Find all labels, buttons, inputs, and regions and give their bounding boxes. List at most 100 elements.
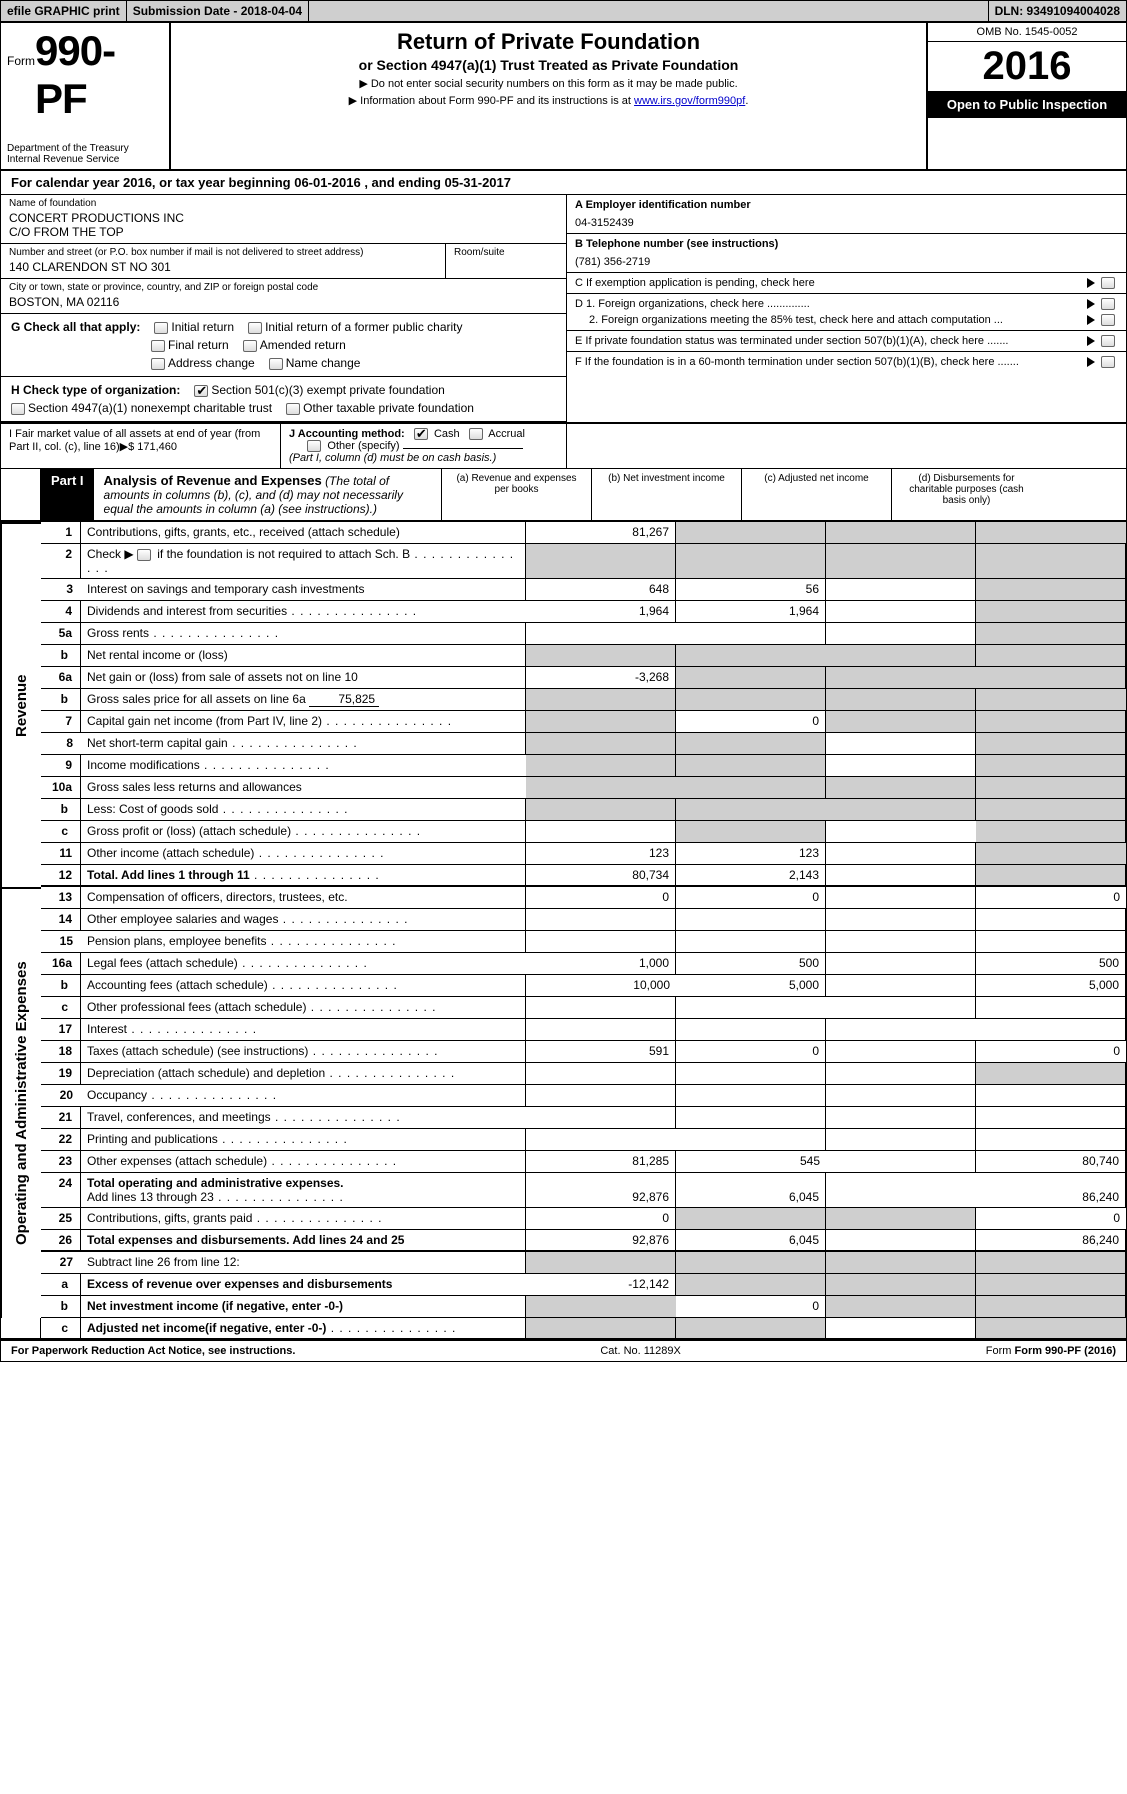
G-o6: Name change xyxy=(286,356,361,370)
line-desc: Dividends and interest from securities xyxy=(81,601,526,623)
amt-c xyxy=(826,623,976,645)
note2-post: . xyxy=(745,95,748,107)
amt-b: 2,143 xyxy=(676,865,826,887)
line-desc: Net short-term capital gain xyxy=(81,733,526,755)
G-name-change-checkbox[interactable] xyxy=(269,358,283,370)
H-501c3-checkbox[interactable] xyxy=(194,385,208,397)
col-a-head: (a) Revenue and expenses per books xyxy=(441,469,591,520)
D1-checkbox[interactable] xyxy=(1101,298,1115,310)
line-desc: Taxes (attach schedule) (see instruction… xyxy=(81,1041,526,1063)
IJ-row: I Fair market value of all assets at end… xyxy=(1,423,1126,469)
J-other-line xyxy=(403,448,523,449)
line-desc: Accounting fees (attach schedule) xyxy=(81,975,526,997)
F-checkbox[interactable] xyxy=(1101,356,1115,368)
amt-a: 81,267 xyxy=(526,522,676,544)
line-num: b xyxy=(41,975,81,997)
H-o3: Other taxable private foundation xyxy=(303,401,474,415)
C-checkbox[interactable] xyxy=(1101,277,1115,289)
amt-a: 10,000 xyxy=(526,975,676,997)
efile-print-button[interactable]: efile GRAPHIC print xyxy=(1,1,127,21)
J-cash-checkbox[interactable] xyxy=(414,428,428,440)
D2-label: 2. Foreign organizations meeting the 85%… xyxy=(575,314,1081,326)
amt-a: -12,142 xyxy=(526,1274,676,1296)
topbar-blank xyxy=(309,1,988,21)
amt-c xyxy=(826,865,976,887)
G-label: G Check all that apply: xyxy=(11,320,140,334)
address-label: Number and street (or P.O. box number if… xyxy=(9,247,437,258)
line-desc: Travel, conferences, and meetings xyxy=(81,1107,526,1129)
open-to-public: Open to Public Inspection xyxy=(928,91,1126,118)
line-num: b xyxy=(41,689,81,711)
line-desc: Total expenses and disbursements. Add li… xyxy=(81,1230,526,1252)
amt-a: 80,734 xyxy=(526,865,676,887)
tax-year: 2016 xyxy=(928,42,1126,91)
line-desc: Less: Cost of goods sold xyxy=(81,799,526,821)
I-label: I Fair market value of all assets at end… xyxy=(1,424,281,468)
G-amended-checkbox[interactable] xyxy=(243,340,257,352)
J-accrual-checkbox[interactable] xyxy=(469,428,483,440)
line-num: c xyxy=(41,997,81,1019)
line-desc: Net gain or (loss) from sale of assets n… xyxy=(81,667,526,689)
line-num: 20 xyxy=(41,1085,81,1107)
G-o4: Amended return xyxy=(260,338,346,352)
E-label: E If private foundation status was termi… xyxy=(575,335,1081,347)
section-G: G Check all that apply: Initial return I… xyxy=(1,314,566,377)
line-desc: Other expenses (attach schedule) xyxy=(81,1151,526,1173)
line-desc: Contributions, gifts, grants paid xyxy=(81,1208,526,1230)
line-num: 15 xyxy=(41,931,81,953)
G-initial-former-checkbox[interactable] xyxy=(248,322,262,334)
line-desc: Depreciation (attach schedule) and deple… xyxy=(81,1063,526,1085)
J-cash-label: Cash xyxy=(434,428,460,440)
line-desc: Compensation of officers, directors, tru… xyxy=(81,887,526,909)
cell-shade xyxy=(976,522,1126,544)
cell-shade xyxy=(976,579,1126,601)
G-final-return-checkbox[interactable] xyxy=(151,340,165,352)
form-subtitle: or Section 4947(a)(1) Trust Treated as P… xyxy=(181,57,916,73)
D2-checkbox[interactable] xyxy=(1101,314,1115,326)
arrow-icon xyxy=(1087,278,1095,288)
H-other-taxable-checkbox[interactable] xyxy=(286,403,300,415)
line-num: 8 xyxy=(41,733,81,755)
part-I-label: Part I xyxy=(41,469,94,520)
amt-b: 0 xyxy=(676,711,826,733)
H-4947-checkbox[interactable] xyxy=(11,403,25,415)
part-I-grid: Revenue 1Contributions, gifts, grants, e… xyxy=(1,521,1126,887)
E-checkbox[interactable] xyxy=(1101,335,1115,347)
arrow-icon xyxy=(1087,315,1095,325)
line-desc: Occupancy xyxy=(81,1085,526,1107)
G-o1: Initial return xyxy=(171,320,234,334)
gross-sales-6a: 75,825 xyxy=(309,692,379,707)
phone-value: (781) 356-2719 xyxy=(575,256,650,268)
line-desc: Legal fees (attach schedule) xyxy=(81,953,526,975)
foundation-name: CONCERT PRODUCTIONS INC C/O FROM THE TOP xyxy=(9,209,558,240)
dept-label: Department of the Treasury Internal Reve… xyxy=(7,143,163,165)
amt-d: 86,240 xyxy=(976,1230,1126,1252)
line-num: c xyxy=(41,821,81,843)
J-other-checkbox[interactable] xyxy=(307,440,321,452)
form-title: Return of Private Foundation xyxy=(181,29,916,55)
line-num: 2 xyxy=(41,544,81,579)
instructions-link[interactable]: www.irs.gov/form990pf xyxy=(634,95,745,107)
paperwork-notice: For Paperwork Reduction Act Notice, see … xyxy=(11,1345,295,1357)
line-num: 14 xyxy=(41,909,81,931)
G-initial-return-checkbox[interactable] xyxy=(154,322,168,334)
arrow-icon xyxy=(1087,357,1095,367)
col-b-head: (b) Net investment income xyxy=(591,469,741,520)
line-num: 10a xyxy=(41,777,81,799)
line-desc: Gross sales price for all assets on line… xyxy=(81,689,526,711)
line-num: 21 xyxy=(41,1107,81,1129)
schB-checkbox[interactable] xyxy=(137,549,151,561)
line-num: 1 xyxy=(41,522,81,544)
line-num: 24 xyxy=(41,1173,81,1208)
line-num: 7 xyxy=(41,711,81,733)
line-desc: Gross sales less returns and allowances xyxy=(81,777,526,799)
H-o2: Section 4947(a)(1) nonexempt charitable … xyxy=(28,401,272,415)
line-desc: Other professional fees (attach schedule… xyxy=(81,997,526,1019)
name-label: Name of foundation xyxy=(9,198,558,209)
amt-b: 6,045 xyxy=(676,1173,826,1208)
submission-date: Submission Date - 2018-04-04 xyxy=(127,1,309,21)
line-desc: Total operating and administrative expen… xyxy=(81,1173,526,1208)
footer: For Paperwork Reduction Act Notice, see … xyxy=(1,1340,1126,1361)
G-address-change-checkbox[interactable] xyxy=(151,358,165,370)
line-num: 9 xyxy=(41,755,81,777)
